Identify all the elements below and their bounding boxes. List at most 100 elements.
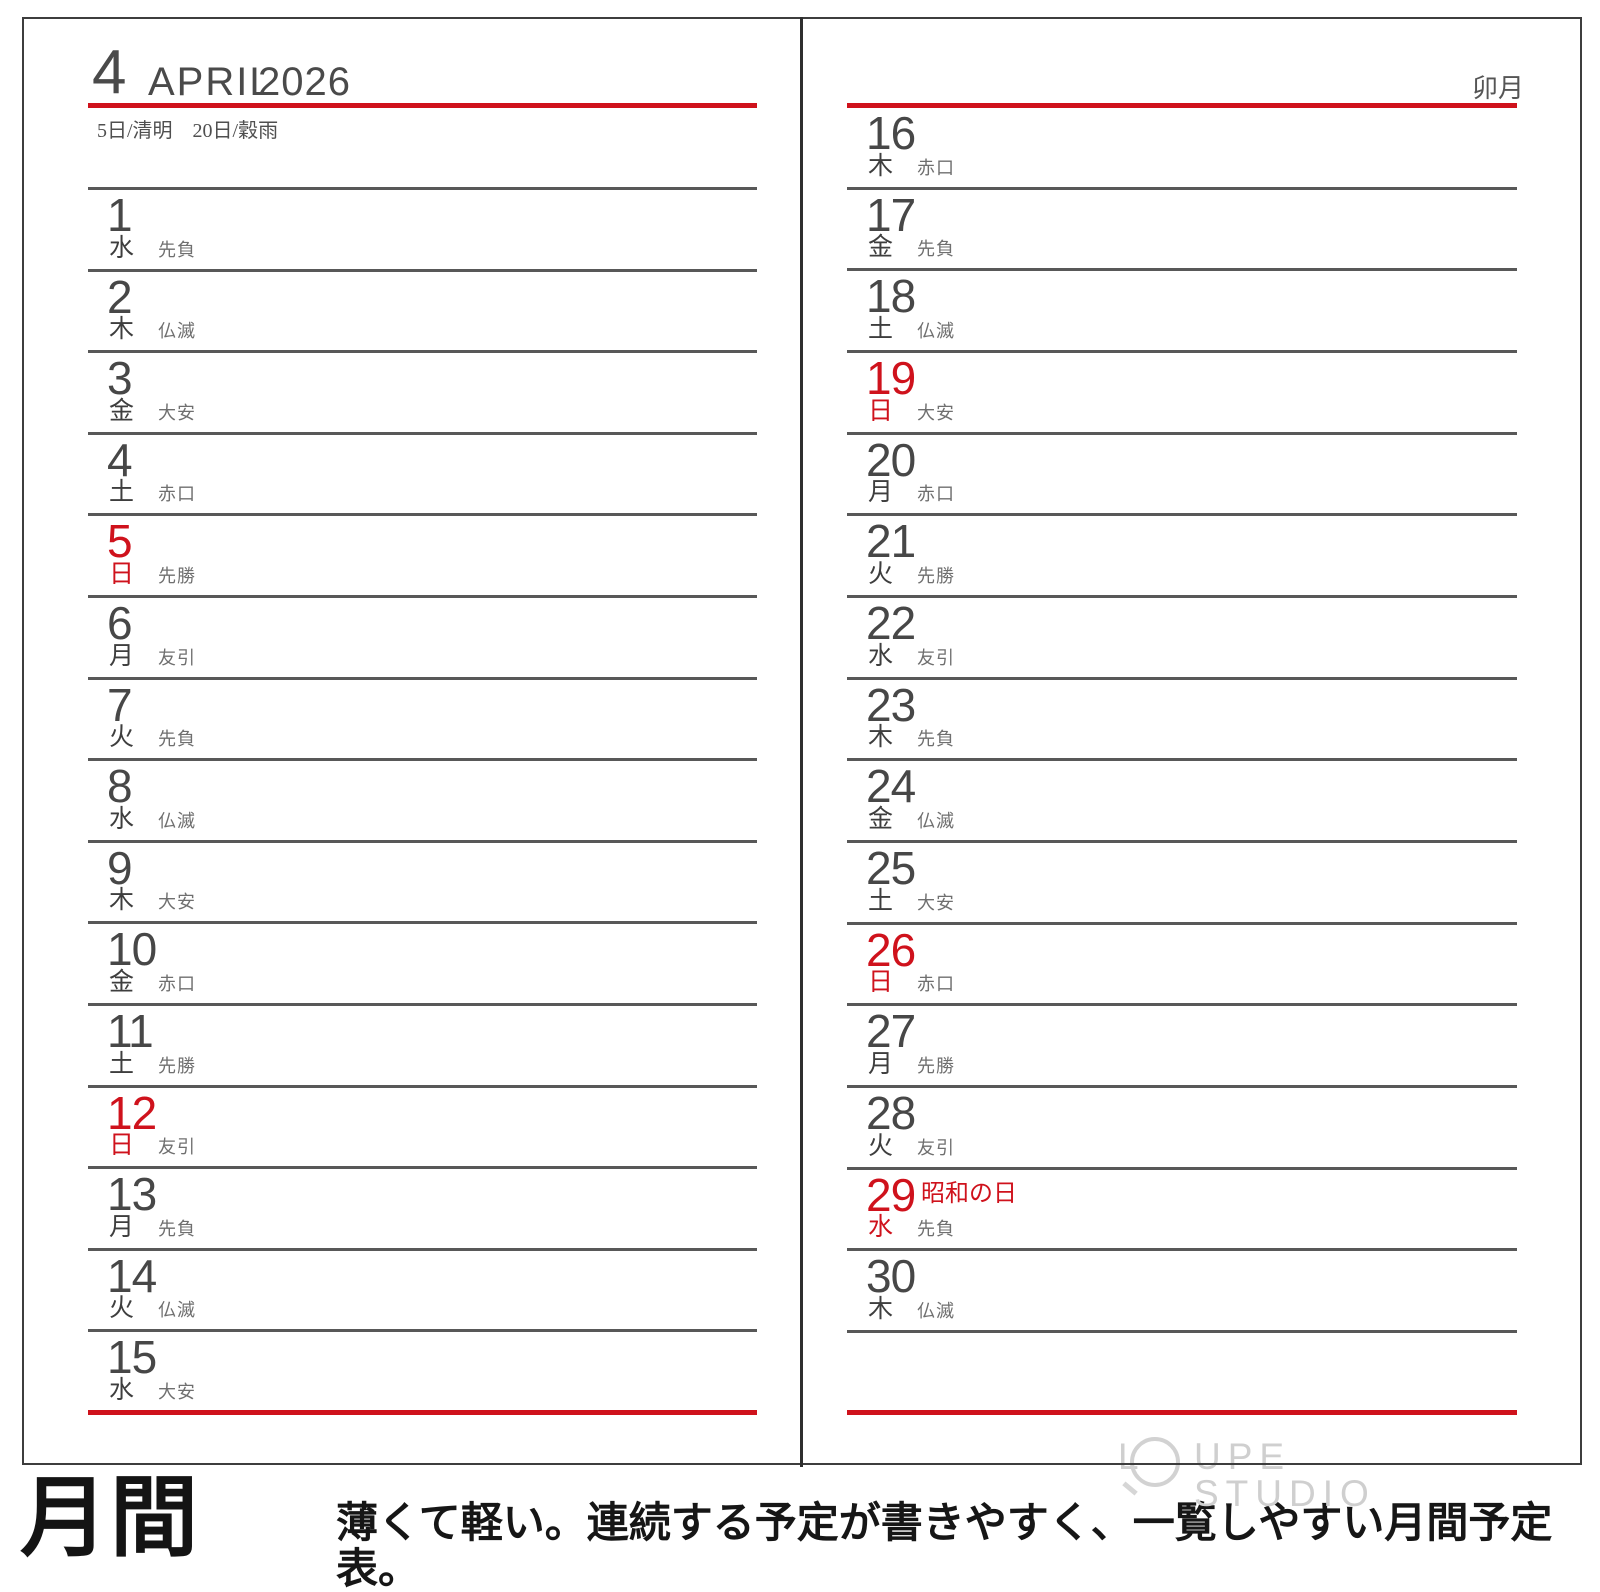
rokuyo-label: 仏滅 <box>158 321 196 342</box>
rokuyo-label: 先勝 <box>158 565 196 586</box>
day-number: 18 <box>866 270 916 323</box>
rokuyo-label: 赤口 <box>917 157 955 178</box>
rokuyo-label: 先勝 <box>158 1055 196 1076</box>
day-row: 23 木 先負 <box>847 680 1517 762</box>
day-number: 5 <box>107 515 133 568</box>
weekday-label: 水 <box>868 641 894 670</box>
rokuyo-label: 仏滅 <box>158 810 196 831</box>
weekday-label: 日 <box>109 559 135 588</box>
rokuyo-label: 赤口 <box>158 973 196 994</box>
rokuyo-label: 仏滅 <box>158 1300 196 1321</box>
day-number: 10 <box>107 923 157 976</box>
month-name-traditional: 卯月 <box>1472 73 1525 103</box>
rokuyo-label: 赤口 <box>158 484 196 505</box>
day-row: 6 月 友引 <box>88 594 757 677</box>
footer-rule-right <box>847 1410 1517 1415</box>
day-row: 30 木 仏滅 <box>847 1251 1517 1334</box>
day-row: 10 金 赤口 <box>88 921 757 1003</box>
rokuyo-label: 大安 <box>917 892 955 913</box>
rokuyo-label: 先勝 <box>917 566 955 587</box>
weekday-label: 月 <box>868 1050 894 1079</box>
day-row: 16 木 赤口 <box>847 108 1517 190</box>
day-row: 9 木 大安 <box>88 839 757 922</box>
day-row: 13 月 先負 <box>88 1166 757 1248</box>
day-row: 19 日 大安 <box>847 353 1517 435</box>
weekday-label: 土 <box>868 886 894 915</box>
day-number: 22 <box>866 597 916 650</box>
rokuyo-label: 仏滅 <box>917 1301 955 1322</box>
day-number: 24 <box>866 760 916 813</box>
weekday-label: 金 <box>109 396 135 425</box>
loupe-handle-icon <box>1122 1481 1138 1496</box>
page-divider <box>800 17 803 1467</box>
weekday-label: 火 <box>868 1131 894 1160</box>
weekday-label: 火 <box>109 723 135 752</box>
day-row: 7 火 先負 <box>88 676 757 759</box>
weekday-label: 木 <box>109 886 135 915</box>
weekday-label: 木 <box>868 151 894 180</box>
day-number: 1 <box>107 189 133 241</box>
weekday-label: 火 <box>109 1294 135 1323</box>
day-row: 1 水 先負 <box>88 187 757 269</box>
day-number: 13 <box>107 1168 157 1221</box>
day-row: 29 昭和の日水 先負 <box>847 1170 1517 1252</box>
rokuyo-label: 仏滅 <box>917 811 955 832</box>
day-row: 18 土 仏滅 <box>847 270 1517 354</box>
rokuyo-label: 先負 <box>917 239 955 260</box>
day-row: 8 水 仏滅 <box>88 758 757 840</box>
day-number: 19 <box>866 352 916 405</box>
loupe-icon <box>1130 1437 1180 1487</box>
weekday-label: 土 <box>109 1049 135 1078</box>
day-row: 3 金 大安 <box>88 350 757 432</box>
day-row: 15 水 大安 <box>88 1329 757 1411</box>
day-number: 25 <box>866 842 916 895</box>
day-row: 11 土 先勝 <box>88 1002 757 1085</box>
weekday-label: 月 <box>868 478 894 507</box>
day-number: 9 <box>107 841 133 894</box>
right-page-day-list: 16 木赤口 17 金先負 18 土仏滅 19 日大安 20 月赤口 21 火先勝 22 水友引 23 木先負… <box>847 108 1517 1334</box>
weekday-label: 日 <box>868 396 894 425</box>
day-number: 16 <box>866 107 916 159</box>
day-number: 6 <box>107 596 133 649</box>
day-row: 25 土 大安 <box>847 843 1517 925</box>
weekday-label: 土 <box>109 478 135 507</box>
day-number: 2 <box>107 270 133 323</box>
rokuyo-label: 先負 <box>158 1218 196 1239</box>
rokuyo-label: 大安 <box>158 1381 196 1402</box>
day-row: 28 火 友引 <box>847 1088 1517 1170</box>
weekday-label: 火 <box>868 560 894 589</box>
day-row: 22 水 友引 <box>847 598 1517 680</box>
rokuyo-label: 先勝 <box>917 1056 955 1077</box>
header-rule-right <box>847 103 1517 108</box>
day-number: 15 <box>107 1331 157 1384</box>
weekday-label: 水 <box>109 804 135 833</box>
rokuyo-label: 友引 <box>158 647 196 668</box>
day-number: 3 <box>107 352 133 405</box>
day-number: 28 <box>866 1087 916 1140</box>
day-number: 29 <box>866 1168 916 1221</box>
day-number: 27 <box>866 1005 916 1058</box>
caption-text: 薄くて軽い。連続する予定が書きやすく、一覧しやすい月間予定表。 <box>336 1499 1553 1592</box>
day-row: 21 火 先勝 <box>847 516 1517 599</box>
header-rule-left <box>88 103 757 108</box>
weekday-label: 金 <box>868 233 894 262</box>
day-number: 26 <box>866 923 916 976</box>
rokuyo-label: 大安 <box>158 402 196 423</box>
rokuyo-label: 先負 <box>917 1219 955 1240</box>
rokuyo-label: 赤口 <box>917 974 955 995</box>
day-number: 23 <box>866 678 916 731</box>
day-row: 14 火 仏滅 <box>88 1247 757 1330</box>
day-row: 5 日 先勝 <box>88 513 757 595</box>
rokuyo-label: 先負 <box>158 239 196 260</box>
day-number: 20 <box>866 433 916 486</box>
weekday-label: 日 <box>109 1131 135 1160</box>
rokuyo-label: 友引 <box>917 1137 955 1158</box>
weekday-label: 木 <box>868 723 894 752</box>
day-row: 20 月 赤口 <box>847 435 1517 517</box>
rokuyo-label: 友引 <box>917 647 955 668</box>
weekday-label: 水 <box>868 1213 894 1242</box>
rokuyo-label: 赤口 <box>917 484 955 505</box>
day-number: 14 <box>107 1249 157 1302</box>
weekday-label: 水 <box>109 233 135 262</box>
solar-terms: 5日/清明 20日/穀雨 <box>97 120 279 142</box>
